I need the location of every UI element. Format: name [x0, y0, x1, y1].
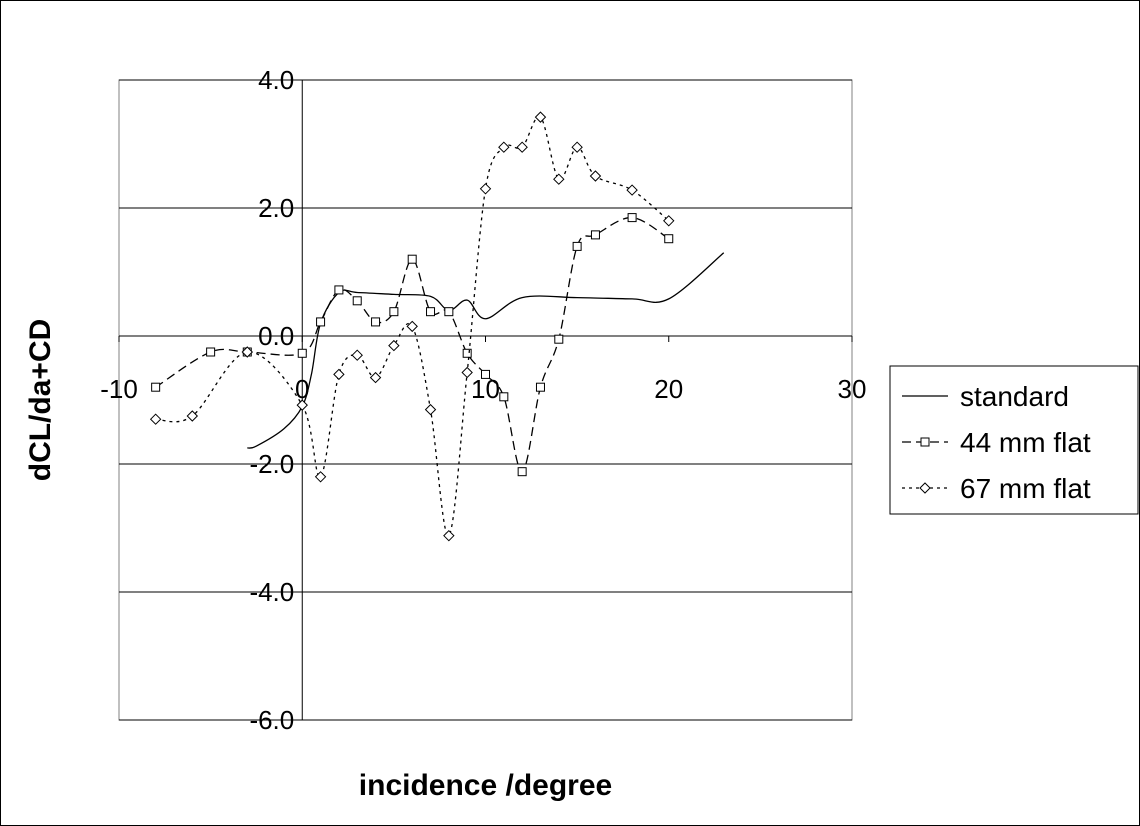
legend-label-standard: standard	[960, 381, 1069, 412]
data-point-67-mm-flat	[626, 184, 638, 196]
x-tick-label: -10	[100, 374, 138, 404]
y-tick-label: -2.0	[249, 449, 294, 479]
data-point-44-mm-flat	[499, 392, 509, 402]
data-point-67-mm-flat	[479, 183, 492, 195]
legend-label-67-mm-flat: 67 mm flat	[960, 473, 1091, 504]
y-tick-label: -6.0	[249, 705, 294, 735]
series-standard	[247, 252, 725, 449]
data-point-44-mm-flat	[517, 467, 527, 477]
series-44-mm-flat	[151, 213, 674, 477]
data-point-44-mm-flat	[151, 382, 161, 392]
data-point-67-mm-flat	[241, 346, 253, 358]
data-point-44-mm-flat	[554, 334, 564, 344]
data-point-67-mm-flat	[571, 141, 583, 153]
data-point-67-mm-flat	[388, 339, 400, 352]
data-point-67-mm-flat	[424, 403, 437, 416]
legend-box	[889, 365, 1139, 515]
data-point-67-mm-flat	[406, 320, 418, 333]
legend-label-44-mm-flat: 44 mm flat	[960, 427, 1091, 458]
data-point-44-mm-flat	[481, 369, 490, 379]
y-tick-label: 2.0	[258, 193, 294, 223]
data-point-67-mm-flat	[333, 368, 345, 381]
data-point-44-mm-flat	[389, 307, 399, 317]
data-point-44-mm-flat	[297, 348, 307, 358]
data-point-44-mm-flat	[316, 317, 326, 327]
legend-marker-44-mm-flat	[920, 437, 930, 447]
x-axis-title: incidence /degree	[359, 769, 612, 802]
data-point-44-mm-flat	[535, 382, 545, 392]
data-point-67-mm-flat	[498, 141, 510, 153]
data-point-44-mm-flat	[462, 348, 472, 358]
y-tick-label: 4.0	[258, 65, 294, 95]
data-point-67-mm-flat	[461, 366, 473, 379]
data-point-44-mm-flat	[371, 317, 381, 327]
data-point-67-mm-flat	[351, 349, 363, 361]
x-tick-label: 30	[838, 374, 867, 404]
series-67-mm-flat	[149, 111, 675, 542]
data-point-44-mm-flat	[352, 296, 362, 306]
legend-marker-67-mm-flat	[919, 482, 931, 494]
data-point-44-mm-flat	[572, 241, 582, 251]
data-point-44-mm-flat	[444, 307, 454, 317]
data-point-67-mm-flat	[516, 141, 528, 153]
data-point-67-mm-flat	[534, 111, 547, 123]
data-point-67-mm-flat	[443, 529, 455, 542]
x-tick-label: 0	[295, 374, 309, 404]
x-tick-label: 10	[471, 374, 500, 404]
y-tick-label: 0.0	[258, 321, 294, 351]
data-point-44-mm-flat	[664, 234, 674, 244]
data-point-67-mm-flat	[314, 471, 327, 483]
data-point-44-mm-flat	[407, 254, 417, 264]
data-point-44-mm-flat	[206, 347, 216, 357]
y-tick-label: -4.0	[249, 577, 294, 607]
data-point-67-mm-flat	[589, 170, 602, 182]
x-tick-label: 20	[654, 374, 683, 404]
data-point-67-mm-flat	[553, 173, 565, 185]
data-point-67-mm-flat	[369, 371, 382, 384]
data-point-67-mm-flat	[149, 413, 162, 425]
data-point-67-mm-flat	[296, 399, 308, 411]
data-point-67-mm-flat	[186, 410, 199, 422]
data-point-44-mm-flat	[590, 230, 600, 240]
series-line-standard	[247, 252, 725, 449]
y-axis-title: dCL/da+CD	[24, 319, 57, 482]
data-point-44-mm-flat	[334, 285, 344, 295]
legend: standard 44 mm flat 67 mm flat	[889, 365, 1139, 515]
data-point-44-mm-flat	[426, 307, 436, 317]
data-point-67-mm-flat	[663, 215, 675, 227]
data-point-44-mm-flat	[627, 213, 637, 223]
